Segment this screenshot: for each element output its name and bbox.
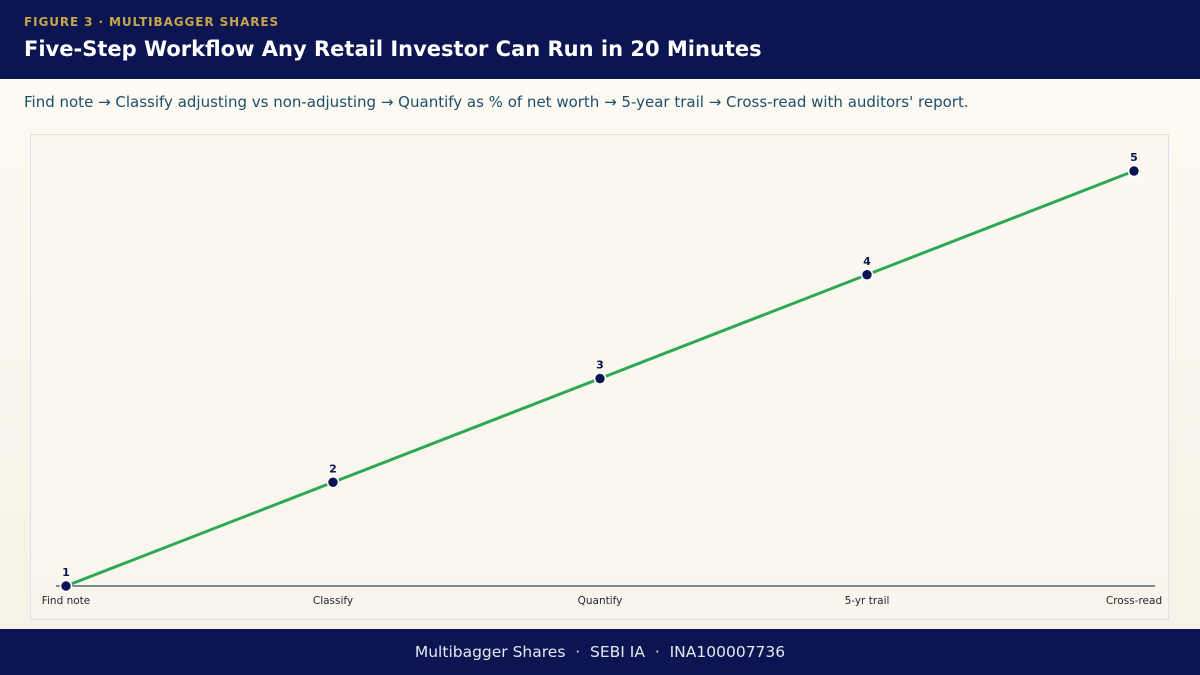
data-point-1 [59, 579, 73, 593]
page-title: Five-Step Workflow Any Retail Investor C… [24, 37, 762, 61]
data-label-2: 2 [329, 462, 337, 475]
footer-text: Multibagger Shares · SEBI IA · INA100007… [414, 643, 786, 661]
x-tick-label-4: 5-yr trail [845, 595, 890, 607]
x-tick-label-3: Quantify [578, 595, 623, 607]
chart-panel: 1 2 3 4 5 Find note Classify Quantify 5-yr trail… [30, 134, 1169, 620]
workflow-line-chart: 1 2 3 4 5 Find note Classify Quantify 5-yr trail… [42, 151, 1162, 607]
x-tick-label-2: Classify [313, 595, 353, 607]
data-label-5: 5 [1130, 151, 1138, 164]
data-point-3 [593, 372, 607, 385]
data-label-3: 3 [596, 359, 604, 372]
data-label-1: 1 [62, 566, 70, 579]
x-tick-label-5: Cross-read [1106, 595, 1162, 607]
data-point-5 [1127, 164, 1141, 178]
page-subtitle: Find note → Classify adjusting vs non-ad… [24, 93, 969, 111]
header-bar: FIGURE 3 · MULTIBAGGER SHARES Five-Step … [0, 0, 1200, 79]
figure-kicker: FIGURE 3 · MULTIBAGGER SHARES [24, 15, 280, 29]
data-point-2 [326, 475, 340, 489]
footer-bar: Multibagger Shares · SEBI IA · INA100007… [0, 629, 1200, 675]
x-tick-label-1: Find note [42, 595, 91, 607]
data-label-4: 4 [863, 255, 871, 268]
data-point-4 [860, 268, 874, 282]
